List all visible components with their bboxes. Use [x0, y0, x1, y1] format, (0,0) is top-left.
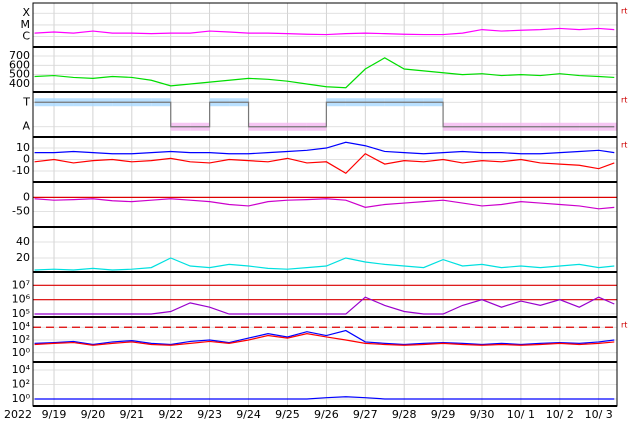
series-line: [34, 333, 615, 346]
x-tick-label: 9/25: [275, 408, 300, 421]
y-tick-label: 500: [9, 68, 30, 81]
x-tick-label: 9/23: [197, 408, 222, 421]
panel-frame: [32, 46, 618, 93]
x-tick-label: 9/29: [431, 408, 456, 421]
series-line: [34, 153, 615, 175]
y-tick-label: 700: [9, 49, 30, 62]
series-line: [34, 101, 615, 128]
y-tick-label: 10²: [12, 333, 30, 346]
series-line: [34, 141, 615, 155]
x-tick-label: 10/ 1: [507, 408, 535, 421]
realtime-flag: rt: [621, 96, 627, 105]
y-tick-label: 10²: [12, 377, 30, 390]
y-tick-label: A: [22, 120, 30, 133]
y-tick-label: 10⁴: [12, 363, 31, 376]
y-tick-label: C: [22, 30, 30, 43]
series-line: [34, 396, 615, 400]
y-tick-label: 600: [9, 58, 30, 71]
y-tick-label: 10⁷: [12, 278, 30, 291]
series-line: [34, 27, 615, 36]
y-tick-label: -50: [12, 205, 30, 218]
y-tick-label: 10: [16, 141, 30, 154]
x-tick-label: 9/21: [119, 408, 144, 421]
x-tick-label: 10/ 2: [546, 408, 574, 421]
x-tick-label: 9/19: [42, 408, 67, 421]
y-tick-label: 20: [16, 251, 30, 264]
x-tick-label: 9/28: [392, 408, 417, 421]
y-tick-label: 0: [23, 153, 30, 166]
y-tick-label: -10: [12, 164, 30, 177]
y-tick-label: 40: [16, 235, 30, 248]
year-label: 2022: [4, 408, 32, 421]
series-line: [34, 57, 615, 89]
x-tick-label: 10/ 3: [585, 408, 613, 421]
series-line: [34, 257, 615, 271]
y-tick-label: X: [22, 6, 30, 19]
realtime-flag: rt: [621, 321, 627, 330]
y-tick-label: 10⁵: [12, 307, 30, 320]
x-tick-label: 9/30: [470, 408, 495, 421]
realtime-flag: rt: [621, 141, 627, 150]
series-line: [34, 198, 615, 210]
y-tick-label: T: [22, 95, 30, 108]
panel-frame: [32, 271, 618, 318]
panel-frame: [32, 316, 618, 363]
y-tick-label: 0: [23, 190, 30, 203]
x-tick-label: 9/27: [353, 408, 378, 421]
realtime-flag: rt: [621, 7, 627, 16]
y-tick-label: M: [21, 18, 31, 31]
x-tick-label: 9/20: [81, 408, 106, 421]
y-tick-label: 10⁰: [12, 346, 31, 359]
y-tick-label: 400: [9, 77, 30, 90]
y-tick-label: 10⁴: [12, 320, 31, 333]
series-line: [34, 329, 615, 346]
x-tick-label: 9/24: [236, 408, 261, 421]
y-tick-label: 10⁶: [12, 293, 31, 306]
y-tick-label: 10⁰: [12, 392, 31, 405]
x-tick-label: 9/26: [314, 408, 339, 421]
series-line: [34, 296, 615, 315]
panel-frame: [32, 226, 618, 273]
panel-frame: [32, 181, 618, 228]
x-tick-label: 9/22: [158, 408, 183, 421]
